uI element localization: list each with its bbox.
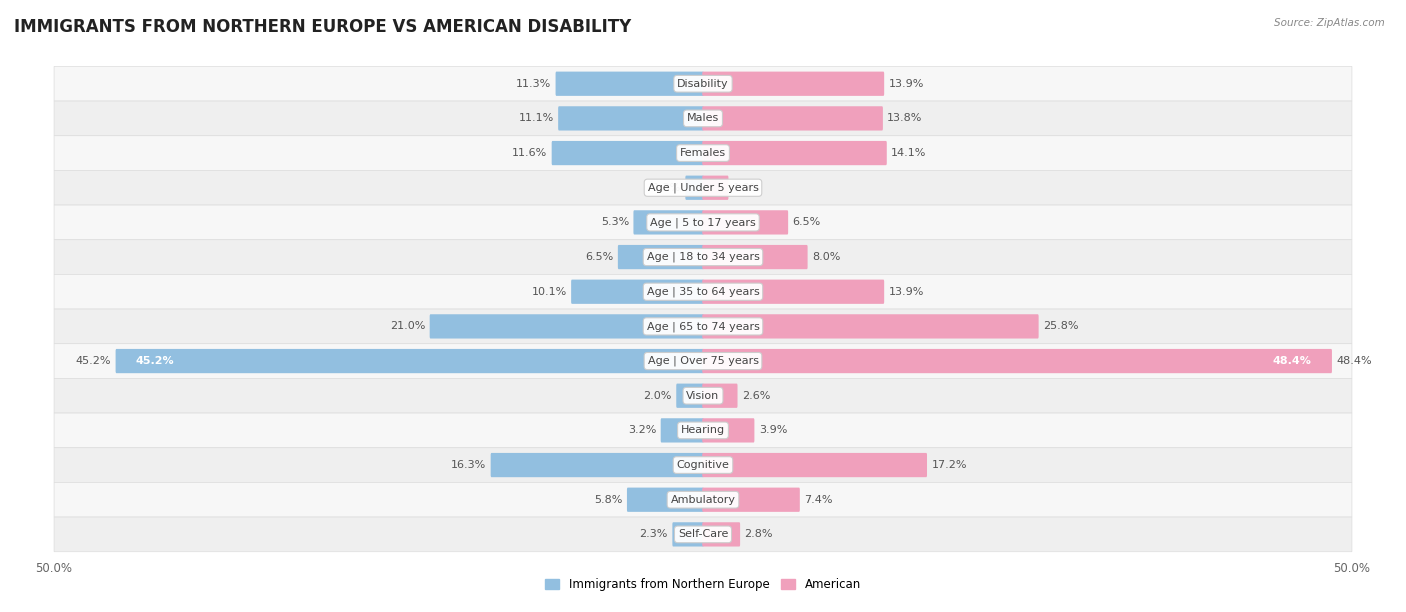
FancyBboxPatch shape bbox=[661, 418, 704, 442]
FancyBboxPatch shape bbox=[115, 349, 704, 373]
Text: 11.3%: 11.3% bbox=[516, 79, 551, 89]
FancyBboxPatch shape bbox=[53, 205, 1353, 240]
Text: Age | Under 5 years: Age | Under 5 years bbox=[648, 182, 758, 193]
Text: 1.9%: 1.9% bbox=[733, 183, 761, 193]
FancyBboxPatch shape bbox=[430, 314, 704, 338]
Text: Age | 35 to 64 years: Age | 35 to 64 years bbox=[647, 286, 759, 297]
Text: 48.4%: 48.4% bbox=[1272, 356, 1312, 366]
Text: IMMIGRANTS FROM NORTHERN EUROPE VS AMERICAN DISABILITY: IMMIGRANTS FROM NORTHERN EUROPE VS AMERI… bbox=[14, 18, 631, 36]
FancyBboxPatch shape bbox=[617, 245, 704, 269]
Text: Age | Over 75 years: Age | Over 75 years bbox=[648, 356, 758, 367]
Text: 13.8%: 13.8% bbox=[887, 113, 922, 124]
Text: Disability: Disability bbox=[678, 79, 728, 89]
FancyBboxPatch shape bbox=[685, 176, 704, 200]
Text: Age | 5 to 17 years: Age | 5 to 17 years bbox=[650, 217, 756, 228]
FancyBboxPatch shape bbox=[702, 453, 927, 477]
FancyBboxPatch shape bbox=[551, 141, 704, 165]
Text: Self-Care: Self-Care bbox=[678, 529, 728, 539]
FancyBboxPatch shape bbox=[702, 106, 883, 130]
Text: 2.8%: 2.8% bbox=[745, 529, 773, 539]
Text: 45.2%: 45.2% bbox=[136, 356, 174, 366]
Text: Cognitive: Cognitive bbox=[676, 460, 730, 470]
FancyBboxPatch shape bbox=[702, 349, 1331, 373]
Text: 13.9%: 13.9% bbox=[889, 79, 924, 89]
FancyBboxPatch shape bbox=[702, 245, 807, 269]
Text: 2.0%: 2.0% bbox=[644, 390, 672, 401]
Text: 1.3%: 1.3% bbox=[652, 183, 681, 193]
FancyBboxPatch shape bbox=[702, 211, 789, 234]
FancyBboxPatch shape bbox=[53, 101, 1353, 136]
FancyBboxPatch shape bbox=[702, 384, 738, 408]
Text: Source: ZipAtlas.com: Source: ZipAtlas.com bbox=[1274, 18, 1385, 28]
Text: 25.8%: 25.8% bbox=[1043, 321, 1078, 331]
FancyBboxPatch shape bbox=[702, 141, 887, 165]
FancyBboxPatch shape bbox=[53, 240, 1353, 274]
Text: Ambulatory: Ambulatory bbox=[671, 494, 735, 505]
Text: 3.2%: 3.2% bbox=[628, 425, 657, 435]
Text: Age | 18 to 34 years: Age | 18 to 34 years bbox=[647, 252, 759, 263]
Text: 14.1%: 14.1% bbox=[891, 148, 927, 158]
Text: 2.6%: 2.6% bbox=[742, 390, 770, 401]
FancyBboxPatch shape bbox=[558, 106, 704, 130]
Text: 6.5%: 6.5% bbox=[585, 252, 613, 262]
FancyBboxPatch shape bbox=[53, 413, 1353, 448]
FancyBboxPatch shape bbox=[571, 280, 704, 304]
FancyBboxPatch shape bbox=[676, 384, 704, 408]
FancyBboxPatch shape bbox=[702, 72, 884, 96]
Text: Males: Males bbox=[688, 113, 718, 124]
FancyBboxPatch shape bbox=[53, 274, 1353, 309]
FancyBboxPatch shape bbox=[627, 488, 704, 512]
FancyBboxPatch shape bbox=[634, 211, 704, 234]
Text: Females: Females bbox=[681, 148, 725, 158]
FancyBboxPatch shape bbox=[555, 72, 704, 96]
Text: 3.9%: 3.9% bbox=[759, 425, 787, 435]
FancyBboxPatch shape bbox=[53, 309, 1353, 344]
Text: 2.3%: 2.3% bbox=[640, 529, 668, 539]
Text: 16.3%: 16.3% bbox=[451, 460, 486, 470]
FancyBboxPatch shape bbox=[702, 418, 755, 442]
Text: 5.8%: 5.8% bbox=[595, 494, 623, 505]
FancyBboxPatch shape bbox=[53, 448, 1353, 482]
FancyBboxPatch shape bbox=[672, 522, 704, 547]
Text: 7.4%: 7.4% bbox=[804, 494, 832, 505]
Text: 8.0%: 8.0% bbox=[813, 252, 841, 262]
FancyBboxPatch shape bbox=[702, 488, 800, 512]
Text: 11.6%: 11.6% bbox=[512, 148, 547, 158]
FancyBboxPatch shape bbox=[702, 522, 740, 547]
FancyBboxPatch shape bbox=[53, 66, 1353, 101]
FancyBboxPatch shape bbox=[53, 517, 1353, 552]
Text: Hearing: Hearing bbox=[681, 425, 725, 435]
FancyBboxPatch shape bbox=[702, 314, 1039, 338]
Text: 17.2%: 17.2% bbox=[931, 460, 967, 470]
Text: 11.1%: 11.1% bbox=[519, 113, 554, 124]
FancyBboxPatch shape bbox=[702, 176, 728, 200]
FancyBboxPatch shape bbox=[53, 136, 1353, 170]
Text: 48.4%: 48.4% bbox=[1336, 356, 1372, 366]
Text: 5.3%: 5.3% bbox=[600, 217, 628, 228]
FancyBboxPatch shape bbox=[702, 280, 884, 304]
FancyBboxPatch shape bbox=[53, 378, 1353, 413]
Text: 21.0%: 21.0% bbox=[389, 321, 425, 331]
FancyBboxPatch shape bbox=[53, 344, 1353, 378]
Text: 6.5%: 6.5% bbox=[793, 217, 821, 228]
FancyBboxPatch shape bbox=[53, 482, 1353, 517]
FancyBboxPatch shape bbox=[53, 170, 1353, 205]
Text: 13.9%: 13.9% bbox=[889, 287, 924, 297]
FancyBboxPatch shape bbox=[491, 453, 704, 477]
Text: 10.1%: 10.1% bbox=[531, 287, 567, 297]
Text: Vision: Vision bbox=[686, 390, 720, 401]
Legend: Immigrants from Northern Europe, American: Immigrants from Northern Europe, America… bbox=[540, 573, 866, 595]
Text: 45.2%: 45.2% bbox=[76, 356, 111, 366]
Text: Age | 65 to 74 years: Age | 65 to 74 years bbox=[647, 321, 759, 332]
